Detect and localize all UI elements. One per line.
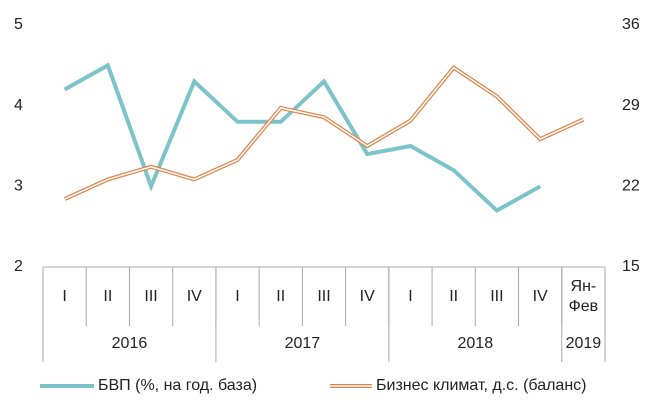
x-tick-label: IV bbox=[186, 287, 202, 305]
series-line-outline bbox=[63, 64, 585, 201]
x-tick-label: II bbox=[276, 287, 286, 305]
x-tick-label: III bbox=[144, 287, 158, 305]
y2-tick-label: 15 bbox=[622, 258, 640, 275]
legend-label: БВП (%, на год. база) bbox=[98, 377, 257, 394]
x-tick-label: I bbox=[235, 287, 240, 305]
x-tick-label: Ян-Фев bbox=[568, 277, 599, 315]
x-tick-label: II bbox=[103, 287, 113, 305]
x-tick-label: IV bbox=[359, 287, 375, 305]
legend-label: Бизнес климат, д.с. (баланс) bbox=[376, 377, 587, 394]
y-tick-label: 2 bbox=[14, 258, 23, 275]
y-tick-label: 3 bbox=[14, 178, 23, 195]
y-tick-label: 4 bbox=[14, 97, 23, 114]
x-tick-label: IV bbox=[532, 287, 548, 305]
y2-tick-label: 29 bbox=[622, 97, 640, 114]
x-tick-label: I bbox=[62, 287, 67, 305]
group-label: 2017 bbox=[284, 335, 321, 352]
x-tick-label: I bbox=[408, 287, 413, 305]
x-tick-label: II bbox=[449, 287, 459, 305]
y2-tick-label: 22 bbox=[622, 178, 640, 195]
group-label: 2018 bbox=[457, 335, 494, 352]
group-label: 2016 bbox=[111, 335, 148, 352]
series-line-inner bbox=[64, 66, 584, 200]
x-tick-label: III bbox=[490, 287, 504, 305]
series-line bbox=[63, 62, 542, 213]
group-label: 2019 bbox=[565, 335, 602, 352]
y-tick-label: 5 bbox=[14, 16, 23, 33]
y2-tick-label: 36 bbox=[622, 16, 640, 33]
x-tick-label: III bbox=[317, 287, 331, 305]
